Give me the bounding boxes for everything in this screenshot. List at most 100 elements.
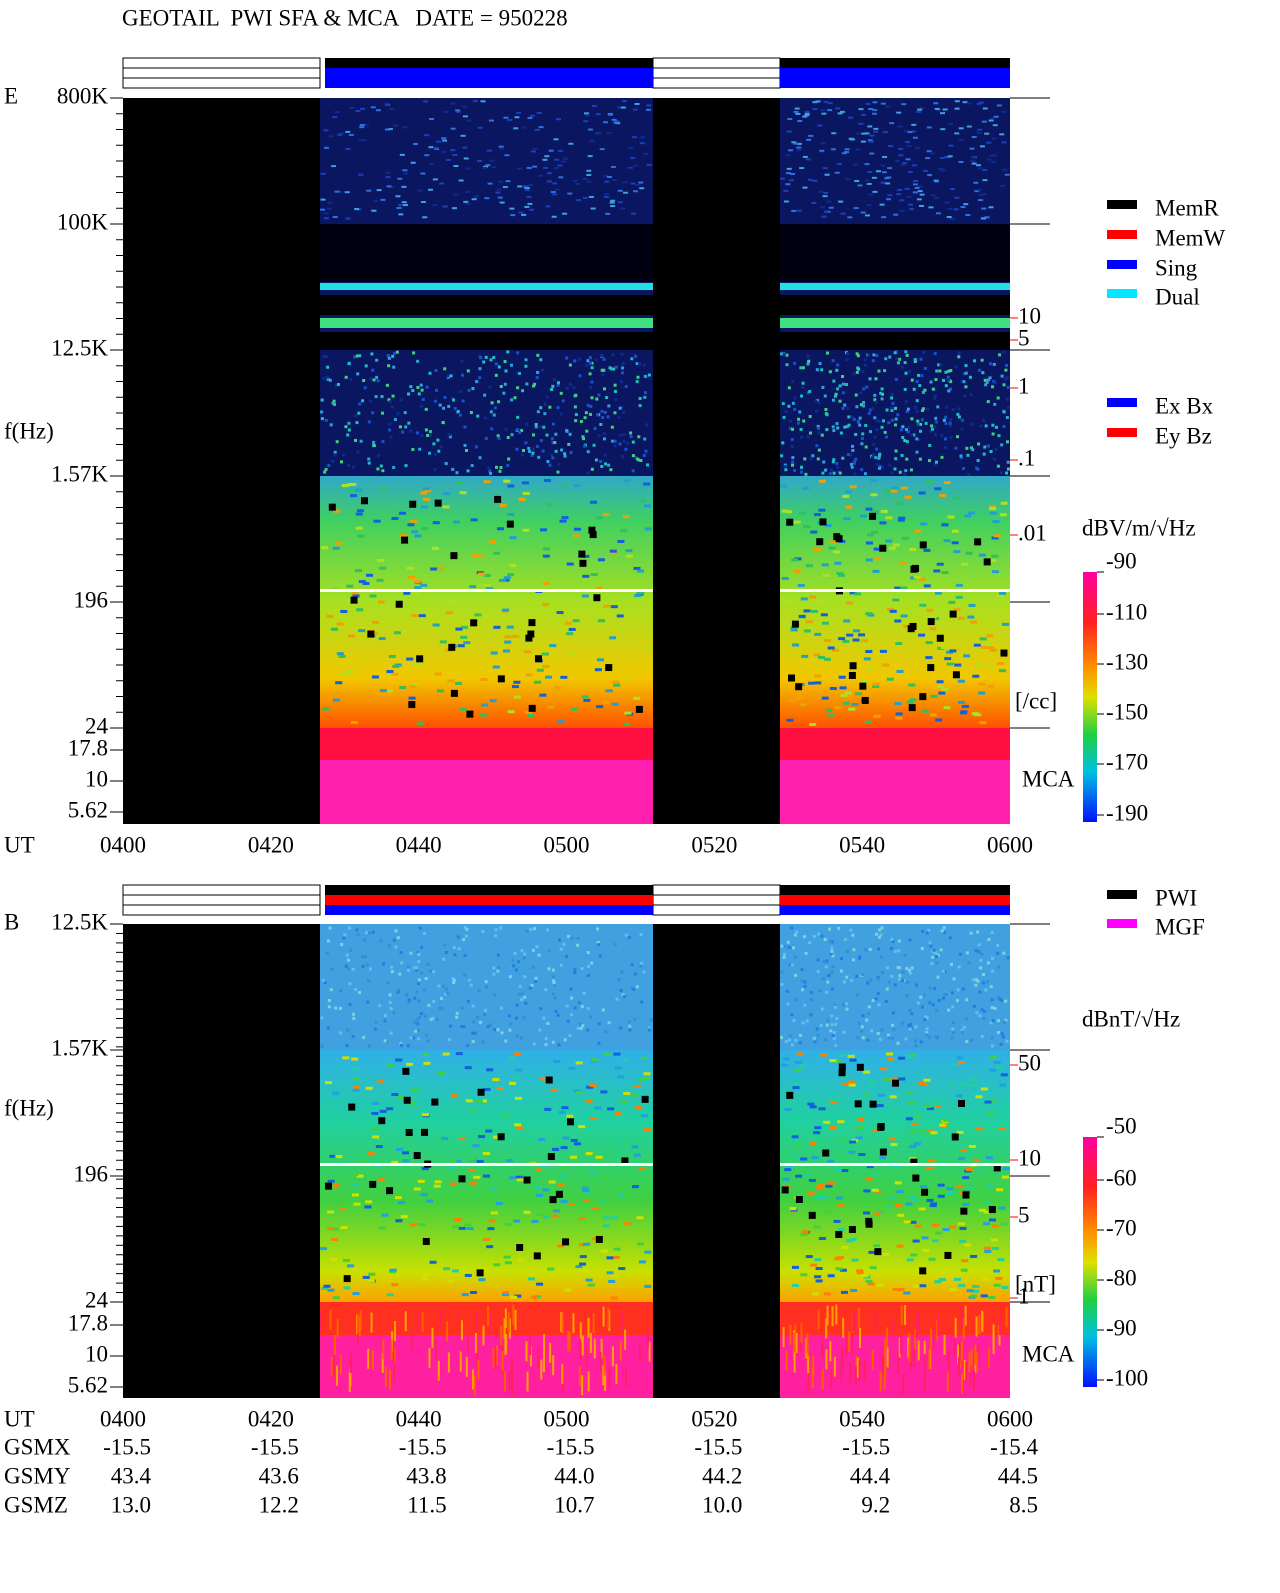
noise (418, 926, 422, 930)
noise (486, 1068, 494, 1072)
noise (947, 1008, 951, 1012)
noise (528, 986, 532, 990)
noise (897, 1287, 905, 1291)
noise (935, 212, 941, 215)
noise (603, 195, 609, 198)
noise (614, 120, 620, 123)
noise (472, 1199, 480, 1203)
noise (332, 116, 338, 119)
noise (781, 1186, 789, 1194)
noise (605, 396, 609, 400)
noise (357, 411, 361, 415)
noise (611, 1274, 619, 1278)
noise (786, 718, 794, 722)
noise (332, 1091, 340, 1095)
noise (806, 354, 810, 358)
noise (358, 173, 364, 176)
noise (562, 1136, 570, 1140)
noise (514, 968, 518, 972)
noise (538, 174, 544, 177)
noise (390, 405, 394, 409)
noise (818, 190, 824, 193)
noise (834, 1044, 838, 1048)
noise (811, 1156, 819, 1160)
noise (499, 201, 505, 204)
noise (968, 511, 976, 515)
noise (477, 126, 483, 129)
noise (410, 1330, 413, 1351)
noise (340, 609, 348, 613)
noise (599, 148, 605, 151)
noise (1000, 1222, 1008, 1226)
noise (863, 358, 867, 362)
noise (855, 370, 859, 374)
noise (477, 988, 481, 992)
noise (517, 960, 521, 964)
noise (421, 1128, 429, 1136)
noise (480, 100, 486, 103)
noise (964, 385, 968, 389)
noise (533, 927, 537, 931)
y-tick-label: 10 (85, 1341, 108, 1366)
noise (821, 471, 825, 475)
noise (940, 929, 944, 933)
noise (905, 1117, 913, 1121)
time-tick-label: 0600 (987, 832, 1033, 857)
noise (579, 1339, 582, 1360)
noise (416, 1086, 424, 1090)
noise (336, 622, 344, 626)
noise (782, 353, 786, 357)
noise (780, 982, 784, 986)
noise (822, 573, 830, 577)
noise (781, 441, 785, 445)
noise (639, 932, 643, 936)
noise (322, 355, 326, 359)
noise (937, 1183, 945, 1187)
noise (404, 1137, 412, 1141)
noise (993, 457, 997, 461)
noise (393, 418, 397, 422)
noise (368, 931, 372, 935)
noise (914, 1114, 922, 1118)
noise (857, 184, 863, 187)
noise (536, 112, 542, 115)
noise (544, 988, 548, 992)
noise (844, 691, 852, 695)
noise (972, 1289, 980, 1293)
noise (379, 487, 387, 491)
noise (843, 619, 851, 623)
noise (577, 1001, 581, 1005)
noise (980, 952, 984, 956)
noise (942, 378, 946, 382)
noise (854, 1100, 862, 1108)
noise (894, 406, 898, 410)
noise (851, 702, 859, 706)
noise (545, 1076, 553, 1084)
noise (861, 973, 865, 977)
noise (443, 367, 447, 371)
noise (866, 204, 872, 207)
noise (893, 467, 897, 471)
noise (790, 172, 796, 175)
noise (894, 417, 898, 421)
plasma-line (780, 589, 1010, 592)
noise (497, 966, 501, 970)
noise (582, 178, 588, 181)
noise (801, 385, 805, 389)
noise (458, 1137, 466, 1141)
noise (795, 112, 801, 115)
noise (880, 1028, 884, 1032)
noise (820, 1007, 824, 1011)
noise (915, 1317, 918, 1338)
noise (451, 467, 455, 471)
noise (401, 201, 407, 204)
noise (808, 941, 812, 945)
noise (864, 948, 868, 952)
noise (969, 1078, 977, 1082)
noise (944, 415, 948, 419)
noise (602, 357, 606, 361)
noise (999, 1083, 1007, 1087)
noise (992, 1334, 995, 1355)
noise (393, 631, 401, 635)
orbit-value: 44.0 (554, 1463, 594, 1488)
